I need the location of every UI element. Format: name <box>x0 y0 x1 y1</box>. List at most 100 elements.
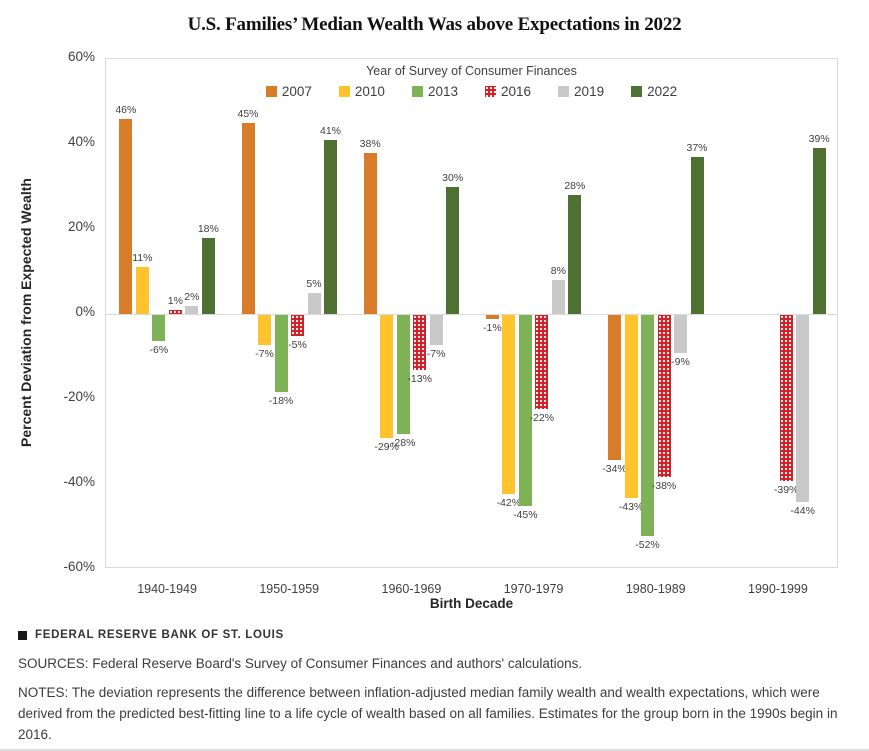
bar-value-label: 46% <box>115 103 137 116</box>
bar-value-label: -44% <box>790 505 815 517</box>
bar-value-label: -43% <box>618 500 644 513</box>
bar-2019-1940-1949 <box>185 305 199 314</box>
bar-value-label: -7% <box>255 347 274 360</box>
y-axis-tick: 20% <box>67 219 95 234</box>
bar-value-label: -52% <box>635 539 660 551</box>
legend-item-2019: 2019 <box>558 84 604 99</box>
bar-value-label: -29% <box>374 441 399 454</box>
bar-value-label: -45% <box>513 509 538 522</box>
bar-value-label: 45% <box>237 107 259 120</box>
legend-label: 2007 <box>281 84 312 99</box>
legend-swatch-2007 <box>265 86 277 97</box>
bar-2007-1970-1979 <box>485 315 499 320</box>
bar-2007-1960-1969 <box>363 152 377 314</box>
sources-text: SOURCES: Federal Reserve Board's Survey … <box>18 656 583 671</box>
y-axis-tick: 60% <box>67 49 95 64</box>
bar-value-label: 39% <box>808 133 830 146</box>
y-axis-tick: -60% <box>63 559 95 574</box>
legend-swatch-2019 <box>558 86 570 97</box>
bar-2022-1970-1979 <box>568 195 582 314</box>
bar-value-label: 1% <box>167 294 183 307</box>
legend-label: 2013 <box>427 84 458 99</box>
y-axis-tick: 0% <box>75 304 95 319</box>
bar-value-label: -9% <box>671 356 690 369</box>
bar-value-label: 18% <box>197 222 219 235</box>
bar-2022-1940-1949 <box>201 237 215 314</box>
x-axis-tick: 1980-1989 <box>625 582 686 596</box>
bar-2010-1950-1959 <box>258 315 271 345</box>
x-axis-tick: 1950-1959 <box>259 582 320 596</box>
zero-axis-line <box>106 314 837 315</box>
bar-2007-1950-1959 <box>241 122 255 314</box>
bar-2019-1990-1999 <box>796 315 810 502</box>
bar-2013-1980-1989 <box>641 315 654 536</box>
legend-item-2016: 2016 <box>485 84 531 99</box>
bar-value-label: 5% <box>306 277 322 290</box>
bottom-divider <box>0 749 869 751</box>
bar-2022-1980-1989 <box>690 156 704 314</box>
bar-value-label: -1% <box>482 322 502 335</box>
bar-2016-1980-1989 <box>657 315 671 477</box>
bar-value-label: 37% <box>686 141 708 154</box>
bar-value-label: -22% <box>529 411 555 424</box>
legend-item-2010: 2010 <box>338 84 385 99</box>
x-axis-tick: 1960-1969 <box>381 582 442 596</box>
legend-label: 2022 <box>647 84 678 99</box>
bar-2016-1990-1999 <box>779 315 793 481</box>
bar-2019-1950-1959 <box>307 292 321 314</box>
bar-2010-1960-1969 <box>380 315 394 439</box>
bar-value-label: -7% <box>426 347 446 360</box>
bar-2019-1960-1969 <box>429 315 443 345</box>
x-axis-tick: 1970-1979 <box>503 582 564 596</box>
chart-legend: Year of Survey of Consumer Finances 2007… <box>106 64 837 99</box>
bar-2022-1990-1999 <box>812 148 826 314</box>
bar-2016-1970-1979 <box>535 315 549 409</box>
legend-items: 2007 2010 2013 2016 2019 2022 <box>106 84 837 99</box>
legend-item-2013: 2013 <box>411 84 458 99</box>
y-axis-tick: -20% <box>63 389 95 404</box>
bar-2013-1970-1979 <box>518 315 532 507</box>
legend-title: Year of Survey of Consumer Finances <box>366 64 577 78</box>
bar-value-label: -34% <box>602 462 627 475</box>
bar-value-label: -42% <box>496 496 522 509</box>
x-axis-title: Birth Decade <box>429 596 514 611</box>
bar-2013-1950-1959 <box>274 315 288 392</box>
legend-swatch-2013 <box>411 86 423 97</box>
legend-label: 2010 <box>354 84 385 99</box>
bar-2016-1960-1969 <box>413 315 427 371</box>
bar-2013-1960-1969 <box>396 315 410 434</box>
bar-2010-1970-1979 <box>502 315 516 494</box>
bar-2022-1960-1969 <box>446 186 460 314</box>
legend-label: 2016 <box>501 84 532 99</box>
brand-bar: FEDERAL RESERVE BANK OF ST. LOUIS <box>18 629 284 641</box>
x-axis-tick: 1940-1949 <box>137 582 197 596</box>
bar-value-label: 8% <box>550 265 566 277</box>
bar-value-label: 30% <box>442 171 464 184</box>
brand-square-icon <box>18 630 27 640</box>
bar-value-label: -6% <box>149 343 169 356</box>
notes-text: NOTES: The deviation represents the diff… <box>18 685 838 742</box>
bar-2016-1950-1959 <box>291 315 304 337</box>
bar-2013-1940-1949 <box>152 315 166 341</box>
bar-value-label: 2% <box>184 290 200 303</box>
bar-value-label: -39% <box>773 483 799 496</box>
bar-2007-1980-1989 <box>608 315 621 460</box>
bar-value-label: 41% <box>319 124 341 137</box>
chart-title: U.S. Families’ Median Wealth Was above E… <box>187 14 682 35</box>
legend-label: 2019 <box>574 84 605 99</box>
bar-2010-1940-1949 <box>135 267 149 314</box>
bar-value-label: 38% <box>359 137 381 150</box>
bar-value-label: -28% <box>390 437 416 449</box>
bar-value-label: -38% <box>651 479 677 492</box>
legend-item-2007: 2007 <box>265 84 312 99</box>
bar-value-label: 28% <box>564 180 586 192</box>
legend-swatch-2022 <box>631 86 643 97</box>
bar-2019-1980-1989 <box>674 315 687 354</box>
brand-text: FEDERAL RESERVE BANK OF ST. LOUIS <box>35 629 284 641</box>
x-axis-tick: 1990-1999 <box>748 582 808 596</box>
bar-value-label: -13% <box>407 373 432 386</box>
bar-value-label: 11% <box>132 252 153 265</box>
plot-area: Year of Survey of Consumer Finances 2007… <box>105 58 838 596</box>
y-axis-tick: -40% <box>63 474 95 489</box>
